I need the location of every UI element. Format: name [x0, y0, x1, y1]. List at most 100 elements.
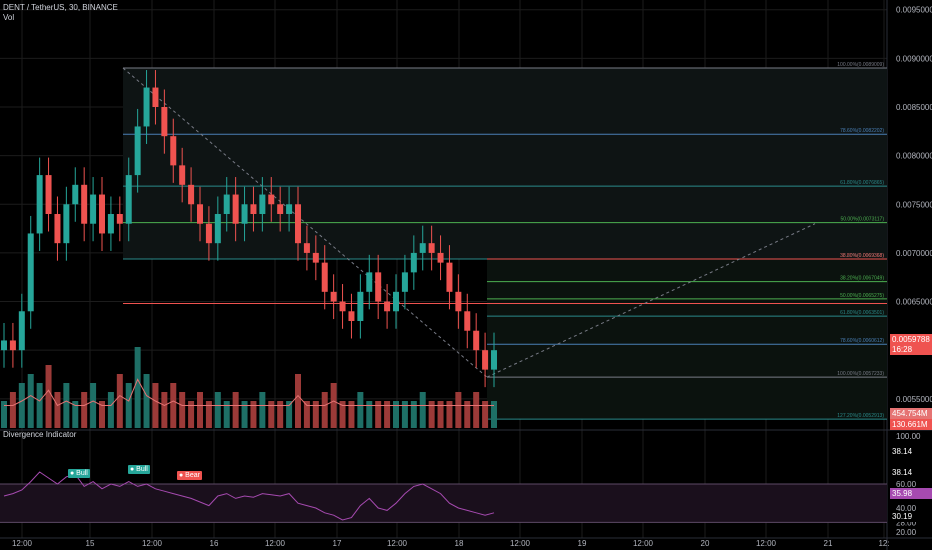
volume-bar	[401, 401, 408, 428]
candle-body	[491, 350, 497, 370]
volume-bar	[295, 374, 301, 428]
candle-body	[223, 194, 230, 214]
candle-body	[410, 252, 417, 273]
volume-bar	[45, 365, 52, 428]
last-price-tag: 0.0059788	[890, 334, 932, 345]
volume-bar	[268, 401, 275, 428]
candle-body	[455, 291, 462, 312]
candle-body	[54, 214, 61, 244]
volume-tag: 454.754M	[890, 408, 932, 419]
indicator-title[interactable]: Divergence Indicator	[3, 430, 77, 439]
fib-level-label: 38.80%(0.0069368)	[840, 253, 884, 259]
volume-bar	[205, 401, 212, 428]
candle-body	[348, 311, 355, 321]
time-tick-label: 15	[86, 539, 95, 548]
candle-body	[63, 204, 70, 244]
price-tick-label: 0.0085000	[896, 103, 932, 112]
volume-bar	[446, 401, 453, 428]
candle-body	[45, 175, 52, 214]
volume-bar	[223, 401, 230, 428]
volume-bar	[348, 401, 355, 428]
price-tick-label: 0.0055000	[896, 395, 932, 404]
volume-bar	[36, 383, 43, 428]
fib-level-label: 50.00%(0.0073117)	[840, 217, 884, 223]
time-tick-label: 12:00	[756, 539, 777, 548]
candle-body	[197, 204, 203, 224]
volume-bar	[214, 392, 221, 428]
fib-level-label: 127.20%(0.0052913)	[837, 413, 884, 419]
candle-body	[36, 175, 43, 234]
volume-ma-line	[4, 378, 494, 407]
candle-body	[170, 136, 177, 166]
oscillator-line	[3, 471, 495, 521]
candle-body	[81, 184, 88, 224]
candle-body	[321, 262, 328, 292]
candle-body	[339, 301, 346, 312]
divergence-badge-bull: ● Bull	[68, 469, 90, 478]
candle-body	[384, 301, 391, 312]
time-tick-label: 19	[578, 539, 587, 548]
price-tick-label: 0.0070000	[896, 249, 932, 258]
candle-body	[357, 291, 364, 321]
volume-bar	[286, 401, 293, 428]
candle-body	[72, 184, 79, 205]
candle-body	[99, 194, 105, 234]
volume-bar	[9, 392, 16, 428]
volume-bar	[134, 347, 141, 428]
volume-bar	[375, 401, 382, 428]
volume-bar	[250, 401, 257, 428]
volume-bar	[54, 392, 61, 428]
volume-bar	[1, 401, 7, 428]
candle-body	[188, 184, 195, 205]
volume-bar	[241, 401, 248, 428]
volume-bar	[455, 392, 462, 428]
time-tick-label: 20	[701, 539, 710, 548]
candle-body	[330, 291, 337, 302]
candle-body	[259, 194, 266, 214]
candle-body	[437, 252, 444, 263]
volume-bar	[339, 401, 346, 428]
fib-level-label: 61.80%(0.0076865)	[840, 180, 884, 186]
candle-body	[179, 165, 186, 185]
divergence-badge-bull: ● Bull	[128, 465, 150, 474]
osc-tick-label: 100.00	[896, 432, 921, 441]
candle-body	[9, 340, 16, 351]
time-tick-label: 12:00	[510, 539, 531, 548]
fib-zone-lower	[487, 259, 887, 420]
volume-bar	[116, 374, 123, 428]
volume-bar	[303, 401, 310, 428]
volume-bar	[482, 401, 489, 428]
time-tick-label: 21	[824, 539, 833, 548]
volume-bar	[27, 374, 34, 428]
candle-body	[116, 214, 123, 224]
candle-body	[366, 272, 373, 292]
candle-body	[18, 311, 25, 351]
candle-body	[268, 194, 275, 205]
divergence-badge-bear: ● Bear	[177, 471, 202, 480]
candle-body	[161, 107, 168, 137]
volume-bar	[384, 401, 391, 428]
candle-body	[277, 204, 284, 214]
candle-body	[482, 350, 489, 370]
volume-bar	[125, 383, 132, 428]
volume-bar	[232, 392, 239, 428]
volume-bar	[437, 401, 444, 428]
time-tick-label: 12:	[878, 539, 889, 548]
volume-bar	[72, 401, 79, 428]
volume-bar	[473, 392, 480, 428]
candle-body	[107, 214, 114, 234]
volume-bar	[188, 401, 195, 428]
fib-level-label: 50.00%(0.0065275)	[840, 293, 884, 299]
candle-body	[205, 223, 212, 244]
price-tick-label: 0.0090000	[896, 54, 932, 63]
fib-level-label: 38.20%(0.0067049)	[840, 276, 884, 282]
volume-bar	[107, 392, 114, 428]
osc-value-tag-2: 38.14	[890, 467, 932, 478]
volume-bar	[312, 401, 319, 428]
time-tick-label: 17	[333, 539, 342, 548]
candle-body	[214, 214, 221, 244]
fib-level-label: 78.60%(0.0060612)	[840, 338, 884, 344]
symbol-title[interactable]: DENT / TetherUS, 30, BINANCE	[3, 3, 118, 12]
trend-line-down	[122, 67, 488, 378]
